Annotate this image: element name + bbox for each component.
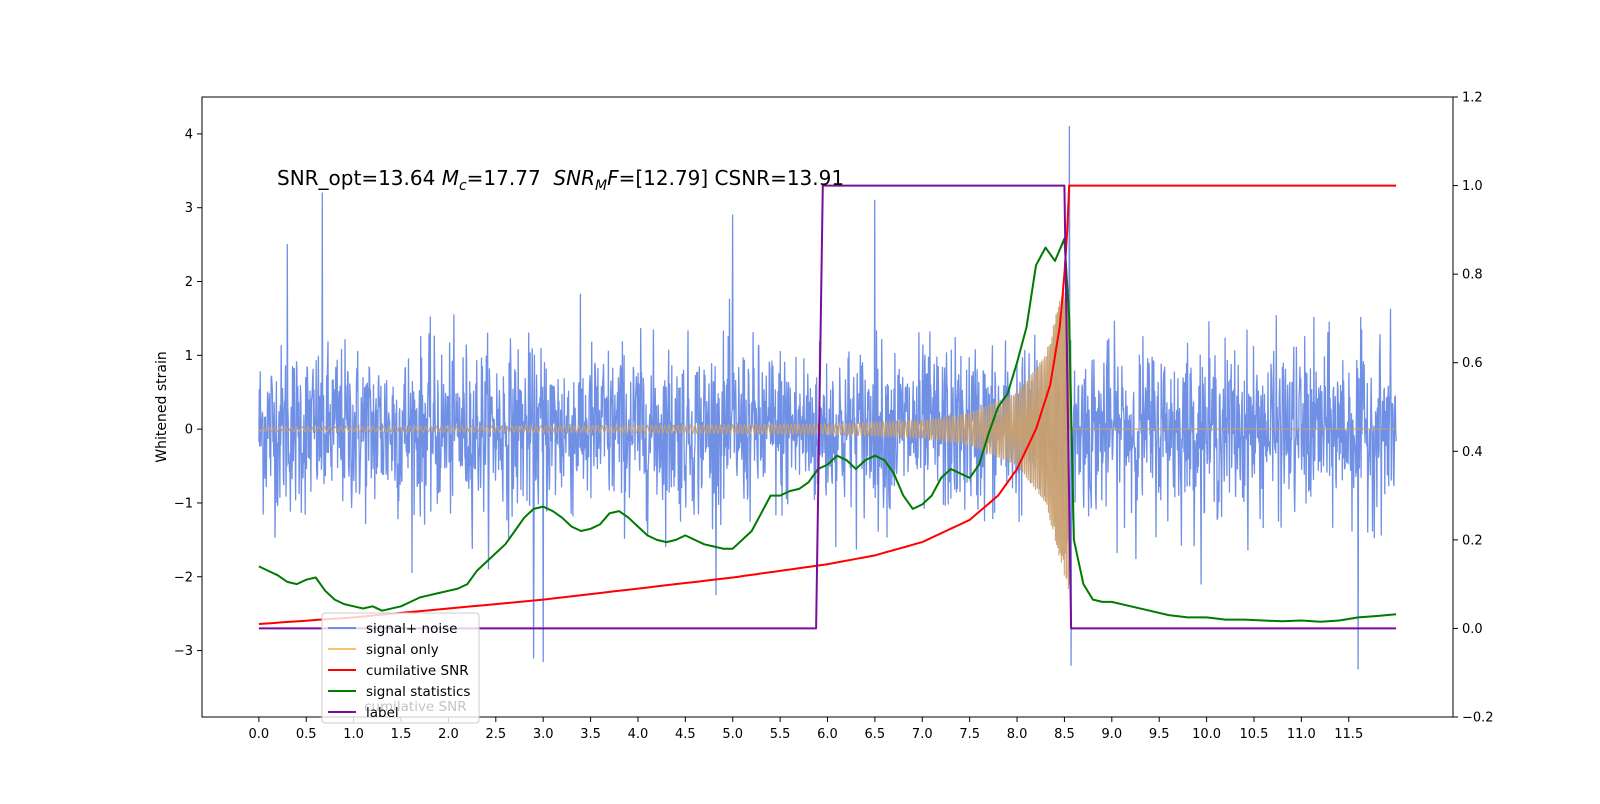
x-tick-label: 3.0 xyxy=(533,727,554,742)
y-left-tick-label: 3 xyxy=(185,201,193,216)
annotation-mc-symbol: M xyxy=(442,166,459,190)
snr-annotation: SNR_opt=13.64 Mc=17.77 SNRMF=[12.79] CSN… xyxy=(277,166,844,194)
legend-label: signal statistics xyxy=(366,684,470,700)
x-tick-label: 4.0 xyxy=(628,727,649,742)
annotation-mf-symbol: SNR xyxy=(553,166,595,190)
y-right-tick-label: 0.6 xyxy=(1462,356,1483,371)
y-left-tick-label: 4 xyxy=(185,127,193,142)
y-left-tick-label: −1 xyxy=(174,496,193,511)
x-tick-label: 9.5 xyxy=(1149,727,1170,742)
annotation-mf-sub: M xyxy=(595,178,607,194)
legend-label: signal+ noise xyxy=(366,621,457,637)
x-tick-label: 6.0 xyxy=(817,727,838,742)
x-tick-label: 7.5 xyxy=(959,727,980,742)
legend-label: signal only xyxy=(366,642,439,658)
annotation-mf-value: =[12.79] CSNR=13.91 xyxy=(619,166,845,190)
x-tick-label: 0.5 xyxy=(296,727,317,742)
x-tick-label: 0.0 xyxy=(249,727,270,742)
x-tick-label: 11.0 xyxy=(1287,727,1316,742)
legend-label: label xyxy=(366,705,399,721)
y-axis-label: Whitened strain xyxy=(154,351,170,462)
x-tick-label: 1.0 xyxy=(343,727,364,742)
annotation-mc-sub: c xyxy=(459,178,467,194)
ticks-layer: 0.0 0.5 1.0 1.5 2.0 2.5 3.0 3.5 4.0 4.5 5.0 5.5 6.0 6… xyxy=(174,91,1494,743)
legend-overlapped-text: cumilative SNR xyxy=(364,699,467,715)
series-signal-noise-line xyxy=(258,125,1397,670)
annotation-prefix: SNR_opt=13.64 xyxy=(277,166,442,190)
x-tick-label: 9.0 xyxy=(1101,727,1122,742)
y-right-tick-label: 1.2 xyxy=(1462,91,1483,106)
x-tick-label: 10.0 xyxy=(1192,727,1221,742)
y-right-tick-label: 0.0 xyxy=(1462,622,1483,637)
x-tick-label: 4.5 xyxy=(675,727,696,742)
x-tick-label: 7.0 xyxy=(912,727,933,742)
x-tick-label: 5.0 xyxy=(722,727,743,742)
x-tick-label: 11.5 xyxy=(1334,727,1363,742)
chart-legend: cumilative SNR signal+ noise signal only c… xyxy=(321,612,480,724)
series-signal-statistics-line xyxy=(258,237,1397,623)
x-tick-label: 2.0 xyxy=(438,727,459,742)
y-left-tick-label: 1 xyxy=(185,349,193,364)
x-tick-label: 5.5 xyxy=(770,727,791,742)
x-tick-label: 1.5 xyxy=(391,727,412,742)
x-tick-label: 8.0 xyxy=(1007,727,1028,742)
y-right-tick-label: −0.2 xyxy=(1462,711,1494,726)
annotation-mf-symbol2: F xyxy=(607,166,619,190)
x-tick-label: 3.5 xyxy=(580,727,601,742)
x-tick-label: 8.5 xyxy=(1054,727,1075,742)
y-left-tick-label: −3 xyxy=(174,644,193,659)
series-label-line xyxy=(258,184,1397,630)
x-tick-label: 6.5 xyxy=(865,727,886,742)
y-right-tick-label: 0.8 xyxy=(1462,268,1483,283)
y-right-tick-label: 1.0 xyxy=(1462,179,1483,194)
y-left-tick-label: 0 xyxy=(185,423,193,438)
x-tick-label: 10.5 xyxy=(1240,727,1269,742)
x-tick-label: 2.5 xyxy=(485,727,506,742)
y-right-tick-label: 0.4 xyxy=(1462,445,1483,460)
y-left-tick-label: 2 xyxy=(185,275,193,290)
series-signal-only-line xyxy=(258,277,1397,590)
annotation-mc-value: =17.77 xyxy=(467,166,554,190)
y-right-tick-label: 0.2 xyxy=(1462,533,1483,548)
series-layer xyxy=(258,125,1397,670)
legend-box xyxy=(321,612,480,724)
y-left-tick-label: −2 xyxy=(174,570,193,585)
legend-label: cumilative SNR xyxy=(366,663,469,679)
series-cumulative-snr-line xyxy=(258,184,1397,625)
